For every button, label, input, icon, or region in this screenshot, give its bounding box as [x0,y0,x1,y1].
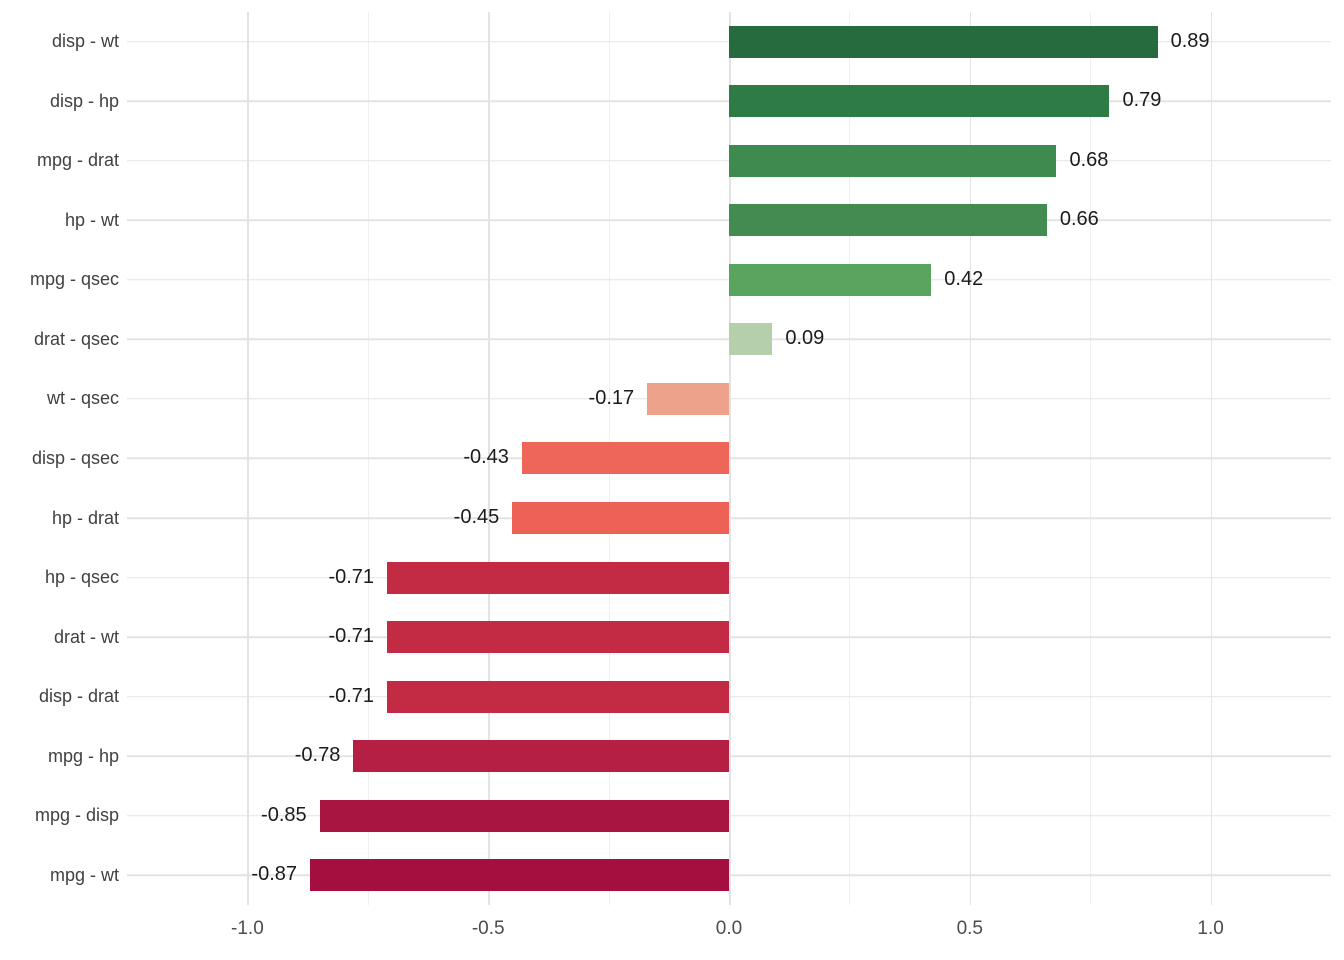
bar-row: 0.89 [127,12,1331,72]
bar-row: 0.79 [127,72,1331,132]
row-gridline [127,576,1331,579]
x-tick-label: 0.5 [956,918,984,939]
y-axis-label: wt - qsec [46,388,119,409]
bar-rows: 0.89 0.79 0.68 0.66 0.42 0.09 -0.17 -0.43 -0.45 -… [127,12,1331,905]
value-label: -0.87 [251,863,297,886]
correlation-bar [521,442,729,475]
y-axis-label: drat - qsec [33,328,119,349]
x-axis: -1.0 -0.5 0.0 0.5 1.0 [127,914,1331,944]
row-gridline [127,517,1331,519]
correlation-bar [729,85,1110,118]
bar-row: -0.43 [127,429,1331,489]
correlation-bar [729,144,1057,177]
y-axis-label: mpg - drat [36,150,119,171]
correlation-bar [729,323,773,356]
row-gridline [127,695,1331,698]
y-axis-label: mpg - hp [47,745,119,766]
row-gridline [127,457,1331,460]
value-label: 0.42 [944,267,984,290]
correlation-bar [729,25,1158,58]
correlation-bar [647,382,729,415]
bar-row: -0.71 [127,667,1331,727]
value-label: -0.45 [453,506,500,529]
correlation-bar [387,621,729,654]
correlation-bar [387,561,729,594]
correlation-bar [319,799,729,832]
bar-row: -0.87 [127,845,1331,905]
bar-row: -0.78 [127,726,1331,786]
y-axis-label: hp - wt [64,209,119,230]
x-tick-label: -1.0 [231,918,264,939]
bar-row: 0.68 [127,131,1331,191]
x-tick-label: 1.0 [1197,918,1224,939]
plot-panel: 0.89 0.79 0.68 0.66 0.42 0.09 -0.17 -0.43 -0.45 -… [127,12,1331,905]
value-label: -0.85 [261,803,307,826]
y-axis-label: mpg - disp [34,805,119,826]
bar-row: -0.85 [127,786,1331,846]
value-label: -0.71 [328,625,375,648]
y-axis-label: disp - qsec [31,447,119,468]
y-axis-label: mpg - wt [49,864,119,885]
row-gridline [127,398,1331,400]
y-axis: disp - wt disp - hp mpg - drat hp - wt mpg -… [0,12,119,905]
y-axis-label: disp - wt [51,31,119,52]
value-label: -0.78 [294,744,341,767]
bar-row: 0.66 [127,191,1331,251]
value-label: 0.68 [1069,148,1109,171]
y-axis-label: drat - wt [53,626,119,647]
value-label: 0.79 [1122,89,1162,112]
value-label: -0.71 [328,565,375,588]
value-label: -0.43 [463,446,509,469]
y-axis-label: disp - hp [49,90,119,111]
row-gridline [127,636,1331,638]
y-axis-label: mpg - qsec [29,269,119,290]
bar-row: 0.09 [127,310,1331,370]
y-axis-label: hp - drat [51,507,119,528]
y-axis-label: hp - qsec [44,567,119,588]
bar-row: 0.42 [127,250,1331,310]
row-gridline [127,874,1331,876]
correlation-bar [310,859,729,892]
correlation-bar [512,502,729,535]
row-gridline [127,814,1331,817]
value-label: 0.89 [1170,29,1210,52]
bar-row: -0.71 [127,607,1331,667]
value-label: 0.09 [785,327,825,350]
correlation-bar [353,740,729,773]
value-label: 0.66 [1059,208,1099,231]
y-axis-label: disp - drat [38,686,119,707]
correlation-bar [387,680,729,713]
value-label: -0.71 [328,684,375,707]
bar-row: -0.45 [127,488,1331,548]
bar-row: -0.71 [127,548,1331,608]
x-tick-label: -0.5 [471,918,505,939]
bar-row: -0.17 [127,369,1331,429]
correlation-bar [729,263,932,296]
value-label: -0.17 [588,386,635,409]
x-tick-label: 0.0 [715,918,743,939]
correlation-bar [729,204,1047,237]
row-gridline [127,755,1331,757]
